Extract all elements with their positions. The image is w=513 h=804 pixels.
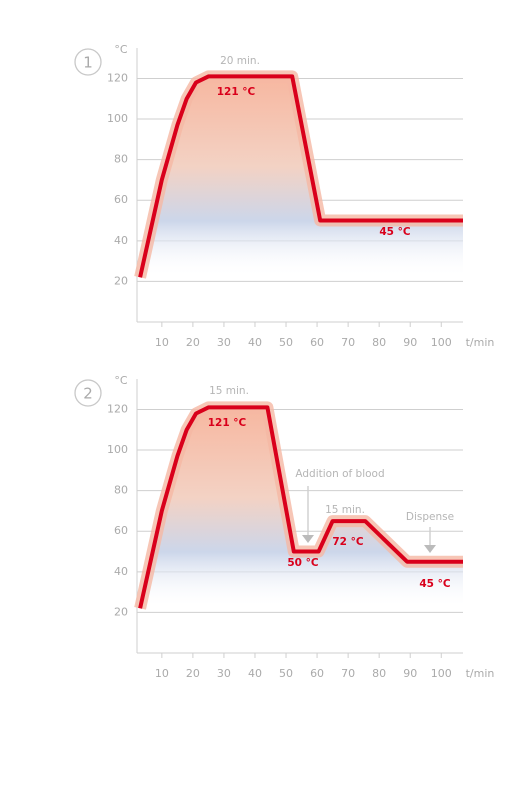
annotation: 121 °C bbox=[217, 86, 256, 98]
y-tick-label: 120 bbox=[107, 402, 128, 415]
y-tick-label: 60 bbox=[114, 524, 128, 537]
area bbox=[140, 407, 463, 609]
x-tick-label: 20 bbox=[186, 336, 200, 349]
annotation: Dispense bbox=[406, 511, 454, 523]
annotation: 121 °C bbox=[208, 417, 247, 429]
y-tick-label: 100 bbox=[107, 112, 128, 125]
x-tick-label: 100 bbox=[431, 336, 452, 349]
y-tick-label: 20 bbox=[114, 605, 128, 618]
x-axis-label: t/min bbox=[466, 667, 495, 680]
annotation: 72 °C bbox=[332, 536, 364, 548]
annotation: 20 min. bbox=[220, 55, 260, 67]
x-tick-label: 30 bbox=[217, 336, 231, 349]
y-tick-label: 100 bbox=[107, 443, 128, 456]
x-tick-label: 50 bbox=[279, 667, 293, 680]
x-tick-label: 10 bbox=[155, 336, 169, 349]
y-tick-label: 40 bbox=[114, 234, 128, 247]
x-tick-label: 100 bbox=[431, 667, 452, 680]
x-tick-label: 80 bbox=[372, 336, 386, 349]
y-tick-label: 60 bbox=[114, 193, 128, 206]
y-tick-label: 80 bbox=[114, 153, 128, 166]
annotation: 15 min. bbox=[209, 385, 249, 397]
x-tick-label: 20 bbox=[186, 667, 200, 680]
x-axis-label: t/min bbox=[466, 336, 495, 349]
annotation: 45 °C bbox=[379, 226, 411, 238]
y-tick-label: 120 bbox=[107, 71, 128, 84]
y-axis-label: °C bbox=[114, 374, 128, 387]
chart-number-circle bbox=[74, 48, 102, 76]
x-tick-label: 70 bbox=[341, 336, 355, 349]
x-tick-label: 90 bbox=[403, 667, 417, 680]
x-tick-label: 40 bbox=[248, 336, 262, 349]
line bbox=[138, 405, 463, 609]
x-tick-label: 70 bbox=[341, 667, 355, 680]
x-tick-label: 10 bbox=[155, 667, 169, 680]
annotation: 45 °C bbox=[419, 578, 451, 590]
y-axis-label: °C bbox=[114, 43, 128, 56]
annotation: 50 °C bbox=[287, 557, 319, 569]
chart-number: 2 bbox=[83, 385, 93, 403]
x-tick-label: 60 bbox=[310, 336, 324, 349]
x-tick-label: 60 bbox=[310, 667, 324, 680]
line bbox=[138, 74, 463, 278]
x-tick-label: 30 bbox=[217, 667, 231, 680]
x-tick-label: 40 bbox=[248, 667, 262, 680]
x-tick-label: 90 bbox=[403, 336, 417, 349]
annotation: Addition of blood bbox=[295, 468, 384, 480]
arrow-head bbox=[424, 545, 436, 553]
x-tick-label: 50 bbox=[279, 336, 293, 349]
y-tick-label: 20 bbox=[114, 274, 128, 287]
chart-number-circle bbox=[74, 379, 102, 407]
y-tick-label: 40 bbox=[114, 565, 128, 578]
y-tick-label: 80 bbox=[114, 484, 128, 497]
chart-number: 1 bbox=[83, 54, 93, 72]
area bbox=[140, 76, 463, 278]
annotation: 15 min. bbox=[325, 504, 365, 516]
x-tick-label: 80 bbox=[372, 667, 386, 680]
arrow-head bbox=[302, 535, 314, 543]
